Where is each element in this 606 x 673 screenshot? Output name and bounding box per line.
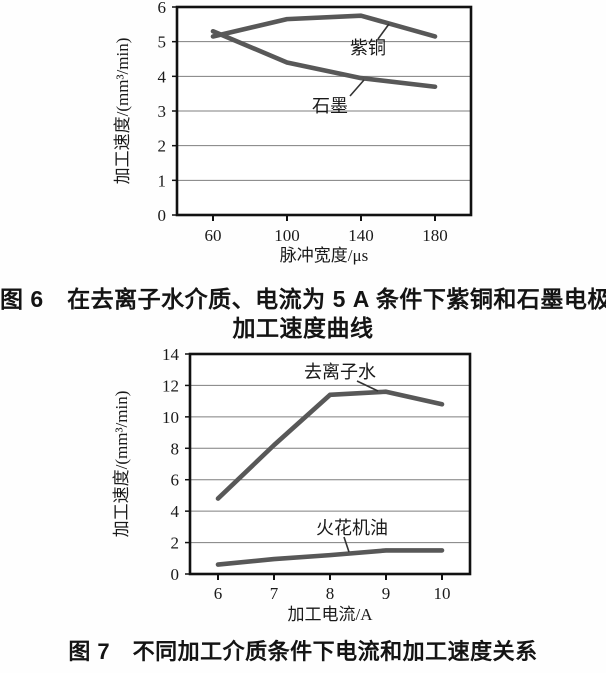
y-tick-label: 5 [158, 33, 167, 52]
y-tick-label: 0 [171, 565, 180, 584]
x-tick-label: 100 [274, 226, 300, 245]
y-tick-label: 8 [171, 439, 180, 458]
series-label-deionized-water: 去离子水 [304, 362, 376, 382]
plot-area [190, 354, 470, 574]
series-label-copper: 紫铜 [350, 38, 386, 58]
y-tick-label: 4 [171, 502, 180, 521]
x-axis-title: 加工电流/A [288, 605, 374, 624]
plot-border [188, 352, 472, 576]
figure6-caption-line1: 图 6 在去离子水介质、电流为 5 A 条件下紫铜和石墨电极 [0, 286, 606, 312]
series-label-spark-machine-oil: 火花机油 [316, 518, 388, 538]
x-tick-label: 9 [382, 584, 391, 603]
figure7-caption: 图 7 不同加工介质条件下电流和加工速度关系 [68, 639, 538, 664]
leader-line-deionized-water [356, 380, 379, 392]
x-tick-label: 6 [214, 584, 223, 603]
x-tick-label: 8 [326, 584, 335, 603]
plot-border [175, 5, 473, 217]
y-axis-title: 加工速度/(mm³/min) [112, 391, 131, 538]
x-tick-label: 140 [348, 226, 374, 245]
x-axis-title: 脉冲宽度/μs [280, 246, 368, 265]
x-tick-label: 60 [205, 226, 222, 245]
x-tick-label: 180 [422, 226, 448, 245]
y-tick-label: 10 [162, 408, 179, 427]
y-axis-title: 加工速度/(mm³/min) [113, 38, 132, 185]
series-line-spark-machine-oil [215, 548, 445, 567]
y-tick-label: 2 [171, 534, 180, 553]
leader-line-copper [377, 23, 390, 40]
x-tick-label: 7 [270, 584, 279, 603]
x-tick-label: 10 [434, 584, 451, 603]
series-line-graphite [210, 28, 438, 90]
y-tick-label: 0 [158, 206, 167, 225]
figure6-caption-line2: 加工速度曲线 [232, 315, 374, 341]
leader-line-spark-machine-oil [343, 536, 350, 553]
y-tick-label: 4 [158, 67, 167, 86]
y-tick-label: 12 [162, 376, 179, 395]
y-tick-label: 1 [158, 171, 167, 190]
series-line-copper [210, 13, 438, 39]
y-tick-label: 14 [162, 345, 180, 364]
y-tick-label: 2 [158, 137, 167, 156]
series-label-graphite: 石墨 [312, 96, 348, 116]
y-tick-label: 3 [158, 102, 167, 121]
y-tick-label: 6 [158, 0, 167, 17]
y-tick-label: 6 [171, 471, 180, 490]
series-line-deionized-water [215, 389, 445, 501]
leader-line-graphite [349, 79, 365, 97]
